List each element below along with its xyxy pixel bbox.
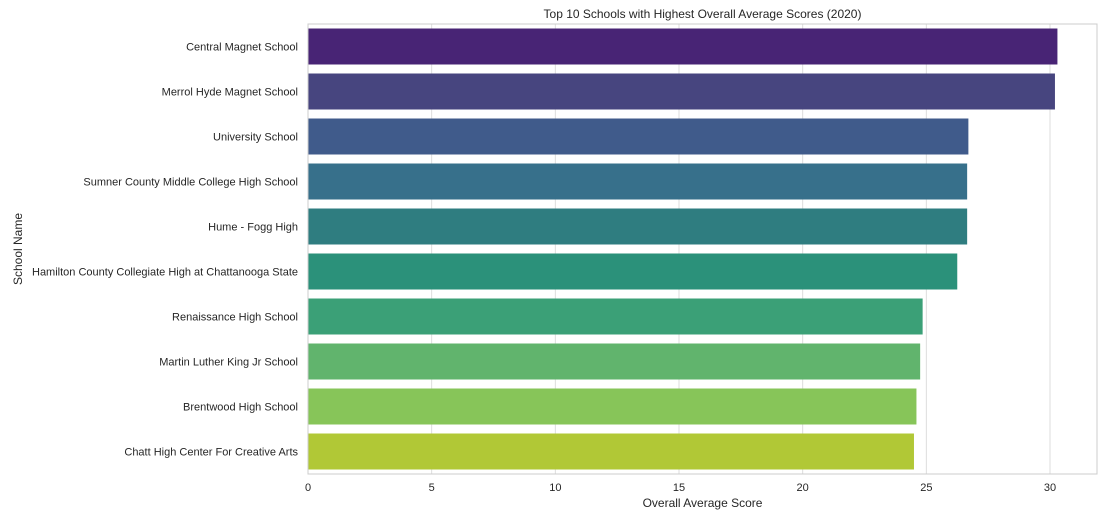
- chart-title: Top 10 Schools with Highest Overall Aver…: [544, 7, 862, 21]
- y-tick-label: Merrol Hyde Magnet School: [162, 87, 298, 99]
- bar: [308, 73, 1055, 110]
- bar: [308, 253, 958, 290]
- y-tick-label: Renaissance High School: [172, 312, 298, 324]
- x-axis-title: Overall Average Score: [643, 496, 763, 510]
- y-axis-title: School Name: [11, 213, 25, 285]
- x-tick-label: 20: [797, 482, 809, 494]
- bar: [308, 388, 917, 425]
- y-tick-label: Hamilton County Collegiate High at Chatt…: [32, 267, 298, 279]
- x-tick-label: 0: [305, 482, 311, 494]
- y-tick-label: Central Magnet School: [186, 42, 298, 54]
- bar: [308, 433, 914, 470]
- y-tick-label: Sumner County Middle College High School: [83, 177, 298, 189]
- x-tick-label: 25: [920, 482, 932, 494]
- bar: [308, 343, 921, 380]
- bar: [308, 208, 968, 245]
- y-tick-label: Martin Luther King Jr School: [159, 357, 298, 369]
- bar: [308, 298, 923, 335]
- x-tick-label: 15: [673, 482, 685, 494]
- x-tick-label: 5: [429, 482, 435, 494]
- y-tick-label: University School: [213, 132, 298, 144]
- plot-frame: [307, 23, 1098, 475]
- y-tick-label: Brentwood High School: [183, 402, 298, 414]
- y-tick-label: Chatt High Center For Creative Arts: [124, 447, 298, 459]
- bar: [308, 163, 968, 200]
- x-tick-label: 10: [549, 482, 561, 494]
- bar: [308, 28, 1058, 65]
- y-tick-labels: Central Magnet School Merrol Hyde Magnet …: [32, 42, 298, 459]
- y-tick-label: Hume - Fogg High: [208, 222, 298, 234]
- bar: [308, 118, 969, 155]
- x-tick-labels: 0 5 10 15 20 25 30: [305, 482, 1056, 494]
- bars: [308, 28, 1058, 470]
- x-tick-label: 30: [1044, 482, 1056, 494]
